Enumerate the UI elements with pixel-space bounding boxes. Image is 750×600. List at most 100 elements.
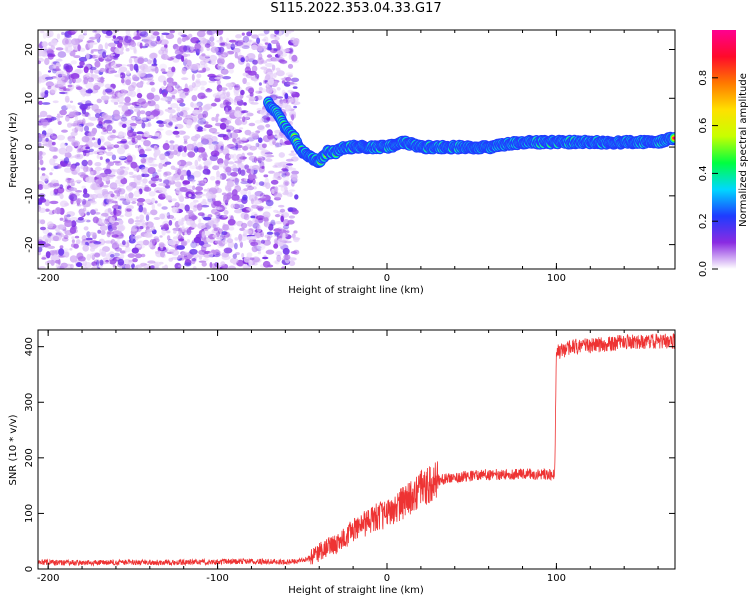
- spectral-noise-mark: [266, 81, 271, 88]
- spectral-noise-mark: [76, 165, 80, 173]
- spectral-noise-mark: [248, 39, 252, 43]
- spectral-noise-mark: [192, 185, 196, 191]
- spectral-noise-mark: [121, 123, 127, 128]
- spectral-noise-mark: [166, 214, 175, 219]
- spectral-noise-mark: [234, 209, 243, 214]
- spectral-noise-mark: [256, 205, 264, 211]
- spectral-noise-mark: [207, 220, 215, 226]
- spectral-noise-mark: [182, 180, 191, 185]
- spectral-noise-mark: [40, 167, 46, 171]
- colorbar: 0.00.20.40.60.8 Normalized spectral ampl…: [698, 30, 749, 277]
- spectral-noise-mark: [262, 215, 270, 222]
- spectral-noise-mark: [227, 132, 233, 139]
- spectral-noise-mark: [99, 218, 106, 226]
- spectral-noise-mark: [153, 217, 161, 220]
- spectral-noise-mark: [240, 212, 249, 220]
- spectral-noise-mark: [70, 182, 75, 187]
- spectral-noise-mark: [55, 263, 61, 269]
- spectral-noise-mark: [271, 138, 277, 142]
- spectral-noise-mark: [282, 48, 291, 53]
- spectral-noise-mark: [254, 73, 260, 79]
- spectral-noise-mark: [164, 176, 170, 180]
- spectral-noise-mark: [148, 242, 153, 248]
- spectral-noise-mark: [287, 108, 294, 114]
- spectral-noise-mark: [249, 145, 258, 151]
- spectral-noise-mark: [76, 148, 81, 154]
- spectral-noise-mark: [293, 230, 298, 234]
- spectral-noise-mark: [50, 252, 55, 256]
- spectral-noise-mark: [214, 240, 224, 245]
- spectral-noise-mark: [234, 237, 239, 241]
- spectral-noise-mark: [153, 261, 162, 267]
- spectral-noise-mark: [203, 134, 212, 139]
- spectral-noise-mark: [278, 171, 286, 174]
- spectral-noise-mark: [101, 184, 109, 188]
- spectral-noise-mark: [116, 238, 120, 246]
- spectral-noise-mark: [188, 33, 193, 38]
- x-tick-label: -200: [37, 573, 60, 584]
- spectral-noise-mark: [139, 110, 146, 115]
- spectral-noise-mark: [158, 120, 168, 125]
- spectral-noise-mark: [184, 262, 192, 267]
- spectral-noise-mark: [264, 42, 269, 45]
- spectral-noise-mark: [153, 58, 157, 65]
- spectral-noise-mark: [113, 101, 119, 105]
- spectral-noise-mark: [52, 158, 57, 162]
- spectral-noise-mark: [214, 77, 223, 80]
- spectral-noise-mark: [264, 151, 273, 159]
- spectral-noise-mark: [144, 198, 152, 204]
- spectral-noise-mark: [194, 43, 201, 51]
- spectral-noise-mark: [284, 186, 288, 191]
- spectral-noise-mark: [197, 92, 206, 100]
- spectral-noise-mark: [144, 185, 150, 192]
- spectral-noise-mark: [289, 191, 293, 198]
- spectral-noise-mark: [114, 74, 123, 78]
- spectral-noise-mark: [149, 164, 158, 167]
- spectral-noise-mark: [228, 39, 237, 43]
- spectral-noise-mark: [63, 88, 71, 92]
- x-tick-label: -200: [37, 273, 60, 284]
- spectral-noise-mark: [73, 120, 83, 125]
- spectral-noise-mark: [228, 226, 235, 231]
- spectral-noise-mark: [143, 186, 152, 192]
- spectral-noise-mark: [158, 123, 165, 128]
- spectral-noise-mark: [116, 187, 122, 193]
- spectral-noise-mark: [79, 174, 89, 179]
- spectral-noise-mark: [121, 104, 129, 113]
- spectral-noise-mark: [126, 185, 133, 192]
- spectral-noise-mark: [256, 232, 260, 239]
- spectral-noise-mark: [240, 89, 245, 96]
- spectral-noise-mark: [191, 142, 198, 149]
- spectral-noise-mark: [64, 95, 70, 103]
- spectral-noise-mark: [174, 181, 182, 188]
- spectral-noise-mark: [284, 104, 292, 112]
- spectral-noise-mark: [200, 165, 210, 170]
- spectral-noise-mark: [73, 77, 82, 83]
- spectral-noise-mark: [104, 42, 109, 50]
- spectral-noise-mark: [223, 210, 229, 215]
- spectral-noise-mark: [82, 145, 87, 150]
- spectral-noise-mark: [222, 224, 230, 231]
- spectral-noise-mark: [282, 175, 290, 182]
- spectral-noise-mark: [38, 219, 43, 224]
- spectral-noise-mark: [287, 89, 294, 93]
- spectral-noise-mark: [206, 30, 213, 36]
- spectral-noise-mark: [212, 165, 220, 171]
- spectral-noise-mark: [234, 41, 244, 46]
- spectral-noise-mark: [242, 194, 248, 201]
- spectral-noise-mark: [139, 80, 144, 88]
- spectral-noise-mark: [192, 109, 200, 116]
- spectral-noise-mark: [136, 92, 143, 99]
- spectral-noise-mark: [58, 248, 65, 256]
- spectral-noise-mark: [154, 145, 158, 150]
- spectral-noise-mark: [136, 240, 146, 246]
- spectral-noise-mark: [158, 162, 164, 170]
- spectral-noise-mark: [215, 214, 224, 219]
- spectral-noise-mark: [78, 34, 85, 40]
- spectral-noise-mark: [274, 214, 281, 218]
- spectral-noise-mark: [71, 38, 79, 46]
- spectral-noise-mark: [223, 235, 232, 239]
- spectral-noise-mark: [208, 127, 218, 134]
- spectral-noise-mark: [179, 102, 186, 107]
- spectral-noise-mark: [78, 208, 85, 217]
